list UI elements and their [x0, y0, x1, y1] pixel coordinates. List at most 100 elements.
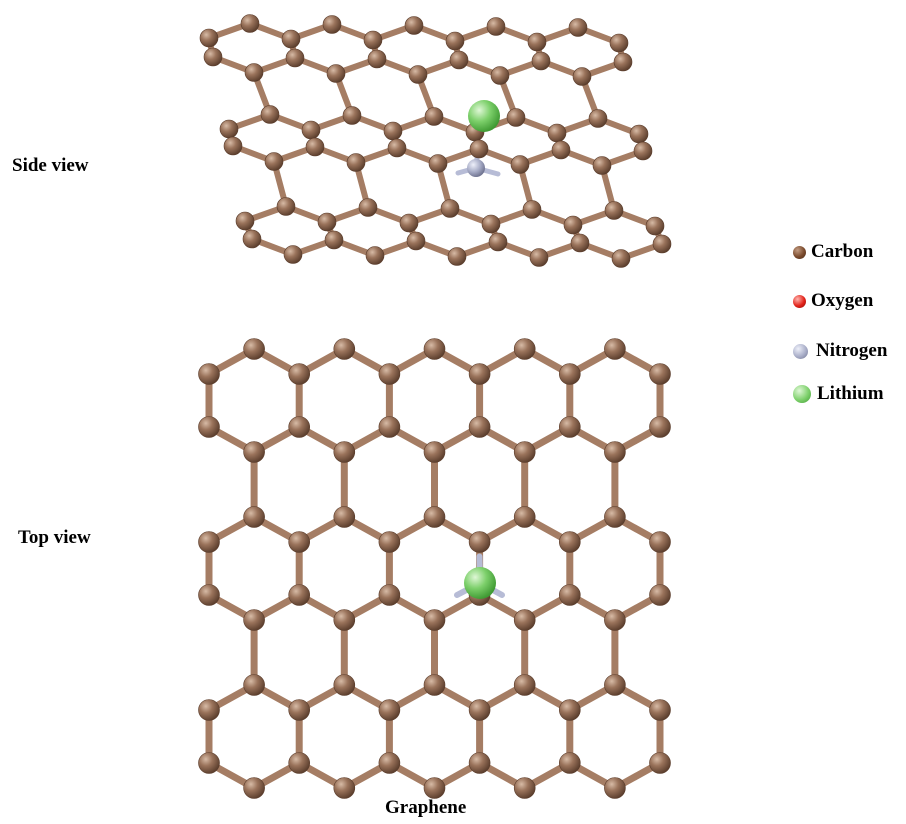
carbon-atom: [513, 674, 536, 696]
carbon-atom: [333, 441, 356, 463]
carbon-atom: [378, 531, 401, 553]
legend-item-carbon: Carbon: [793, 240, 873, 264]
carbon-atom: [378, 699, 401, 721]
carbon-atom: [408, 65, 428, 84]
carbon-atom: [649, 531, 671, 553]
carbon-atom: [288, 752, 311, 774]
carbon-atom: [276, 197, 296, 216]
carbon-atom: [572, 67, 592, 86]
carbon-atom: [613, 52, 633, 72]
carbon-atom: [198, 584, 220, 606]
carbon-atom: [406, 231, 426, 251]
legend-item-nitrogen: Nitrogen: [793, 339, 887, 363]
carbon-atom: [243, 338, 265, 360]
top-view-lattice: [198, 338, 671, 799]
legend-label-oxygen: Oxygen: [811, 290, 874, 311]
carbon-atom: [490, 66, 510, 85]
top-view-label: Top view: [18, 527, 91, 548]
carbon-atom: [513, 506, 536, 528]
carbon-atom: [604, 338, 626, 360]
carbon-atom: [527, 32, 547, 52]
carbon-atom: [506, 108, 526, 127]
carbon-atom: [486, 17, 506, 36]
carbon-atom: [604, 777, 626, 799]
carbon-atom: [649, 363, 671, 385]
carbon-atom: [449, 50, 469, 70]
lithium-atom: [464, 567, 496, 599]
top-view-bonds: [205, 345, 664, 792]
carbon-atom: [333, 609, 356, 631]
carbon-atom: [383, 121, 403, 141]
carbon-atom: [440, 199, 460, 218]
side-view-atoms: [199, 14, 672, 268]
carbon-atom: [243, 441, 265, 463]
side-view-bonds: [206, 20, 665, 262]
carbon-atom: [333, 506, 356, 528]
carbon-atom: [203, 47, 223, 67]
carbon-atom: [404, 16, 424, 35]
figure-caption: Graphene: [385, 797, 467, 818]
carbon-atom: [240, 14, 260, 33]
carbon-atom: [324, 230, 344, 250]
carbon-atom: [604, 441, 626, 463]
carbon-atom: [649, 584, 671, 606]
carbon-atom: [198, 752, 220, 774]
side-view-lattice: [199, 14, 672, 268]
carbon-atom: [198, 416, 220, 438]
carbon-atom: [358, 198, 378, 217]
carbon-atom: [445, 31, 465, 51]
carbon-atom: [288, 363, 311, 385]
carbon-atom: [346, 153, 366, 172]
legend-label-lithium: Lithium: [817, 383, 884, 404]
carbon-atom: [649, 416, 671, 438]
carbon-atom: [423, 441, 446, 463]
carbon-atom: [288, 531, 311, 553]
carbon-atom: [288, 584, 311, 606]
carbon-atom: [322, 15, 342, 34]
lithium-atom: [468, 100, 500, 132]
carbon-atom: [333, 777, 356, 799]
carbon-atom: [281, 29, 301, 49]
carbon-atom: [468, 363, 491, 385]
carbon-atom: [481, 214, 501, 234]
legend-item-lithium: Lithium: [793, 382, 884, 406]
carbon-atom: [342, 106, 362, 125]
carbon-atom: [513, 338, 536, 360]
carbon-atom: [198, 531, 220, 553]
carbon-atom: [645, 216, 665, 236]
legend-label-nitrogen: Nitrogen: [816, 340, 888, 361]
carbon-atom: [488, 232, 508, 252]
oxygen-atom-icon: [793, 294, 806, 308]
carbon-atom: [235, 211, 255, 231]
carbon-atom: [468, 699, 491, 721]
carbon-atom: [468, 531, 491, 553]
carbon-atom: [423, 674, 446, 696]
carbon-atom: [611, 249, 631, 268]
carbon-atom: [260, 105, 280, 124]
carbon-atom: [365, 246, 385, 265]
carbon-atom: [378, 416, 401, 438]
carbon-atom: [649, 752, 671, 774]
carbon-atom: [604, 506, 626, 528]
carbon-atom: [264, 152, 284, 171]
side-view-label: Side view: [12, 155, 89, 176]
carbon-atom: [378, 584, 401, 606]
carbon-atom: [363, 30, 383, 50]
carbon-atom: [333, 338, 356, 360]
carbon-atom: [378, 752, 401, 774]
carbon-atom: [558, 416, 581, 438]
carbon-atom: [570, 233, 590, 253]
nitrogen-atom: [467, 159, 485, 177]
carbon-atom: [305, 137, 325, 157]
carbon-atom: [469, 139, 489, 159]
carbon-atom: [649, 699, 671, 721]
carbon-atom: [558, 752, 581, 774]
carbon-atom: [288, 699, 311, 721]
carbon-atom: [219, 119, 239, 139]
carbon-atom: [652, 234, 672, 254]
carbon-atom: [243, 777, 265, 799]
legend-label-carbon: Carbon: [811, 241, 874, 262]
carbon-atom: [547, 123, 567, 143]
carbon-atom: [588, 109, 608, 128]
